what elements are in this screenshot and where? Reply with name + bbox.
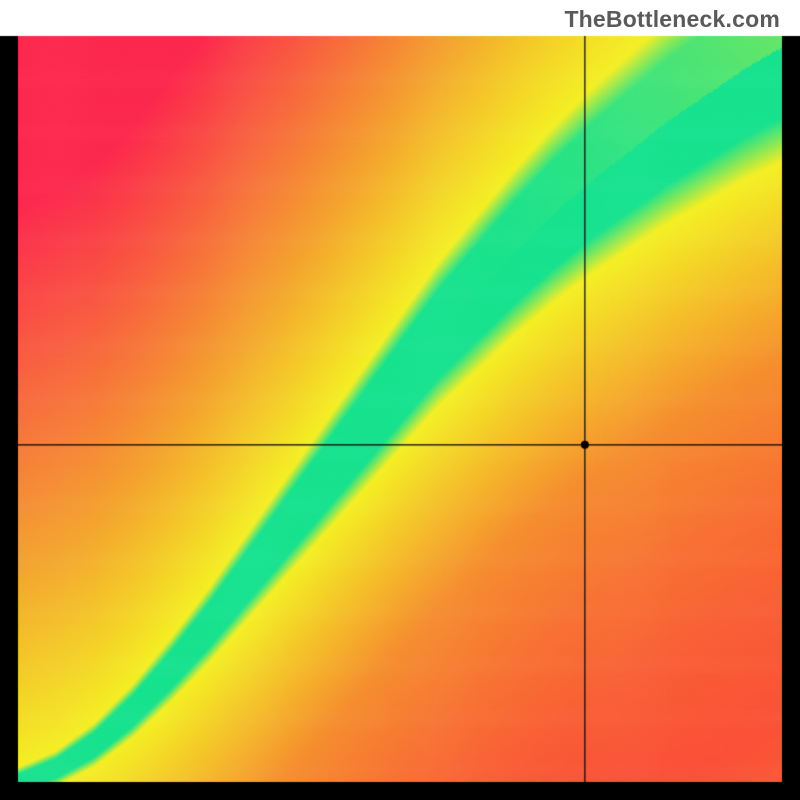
heatmap-canvas <box>0 0 800 800</box>
chart-container: TheBottleneck.com <box>0 0 800 800</box>
watermark-text: TheBottleneck.com <box>564 6 780 33</box>
